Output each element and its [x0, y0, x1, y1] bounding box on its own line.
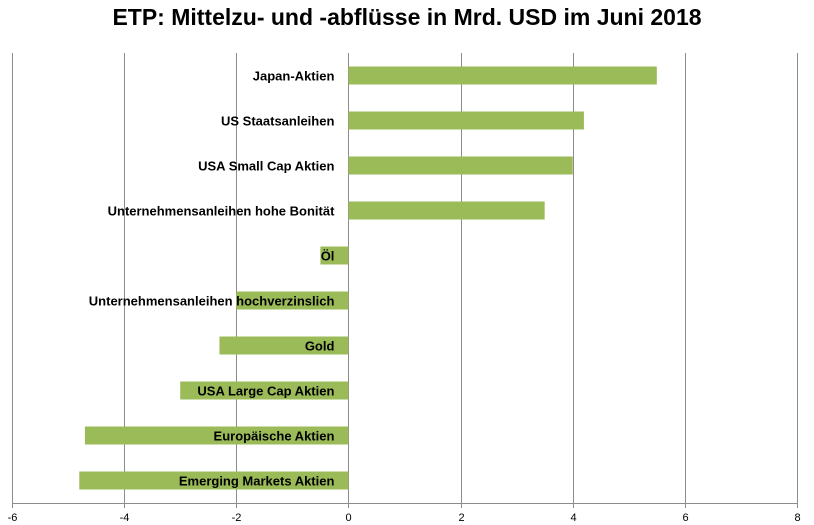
x-tick-label: -4 [120, 512, 130, 524]
chart-title: ETP: Mittelzu- und -abflüsse in Mrd. USD… [112, 4, 702, 30]
x-tick-label: -6 [8, 512, 18, 524]
bar-3 [348, 201, 545, 220]
category-label: Gold [305, 339, 335, 354]
category-label: USA Small Cap Aktien [198, 159, 334, 174]
category-label: USA Large Cap Aktien [197, 384, 334, 399]
category-label: Emerging Markets Aktien [179, 474, 335, 489]
bar-series [79, 66, 657, 490]
x-tick-label: -2 [232, 512, 242, 524]
bar-0 [348, 66, 657, 85]
bar-1 [348, 111, 584, 130]
bar-7 [180, 381, 349, 400]
bar-9 [79, 471, 349, 490]
bar-6 [219, 336, 349, 355]
bar-4 [320, 246, 349, 265]
x-tick-label: 8 [794, 512, 800, 524]
x-tick-label: 6 [682, 512, 688, 524]
category-labels: Japan-Aktien US Staatsanleihen USA Small C… [89, 69, 335, 489]
category-label: Unternehmensanleihen hohe Bonität [108, 204, 335, 219]
bar-5 [236, 291, 349, 310]
x-tick-label: 0 [345, 512, 351, 524]
bar-8 [84, 426, 349, 445]
x-tick-label: 4 [570, 512, 576, 524]
category-label: Japan-Aktien [253, 69, 335, 84]
category-label: Unternehmensanleihen hochverzinslich [89, 294, 335, 309]
bar-2 [348, 156, 573, 175]
category-label: US Staatsanleihen [221, 114, 334, 129]
category-label: Öl [321, 249, 335, 264]
x-tick-label: 2 [458, 512, 464, 524]
category-label: Europäische Aktien [214, 429, 335, 444]
